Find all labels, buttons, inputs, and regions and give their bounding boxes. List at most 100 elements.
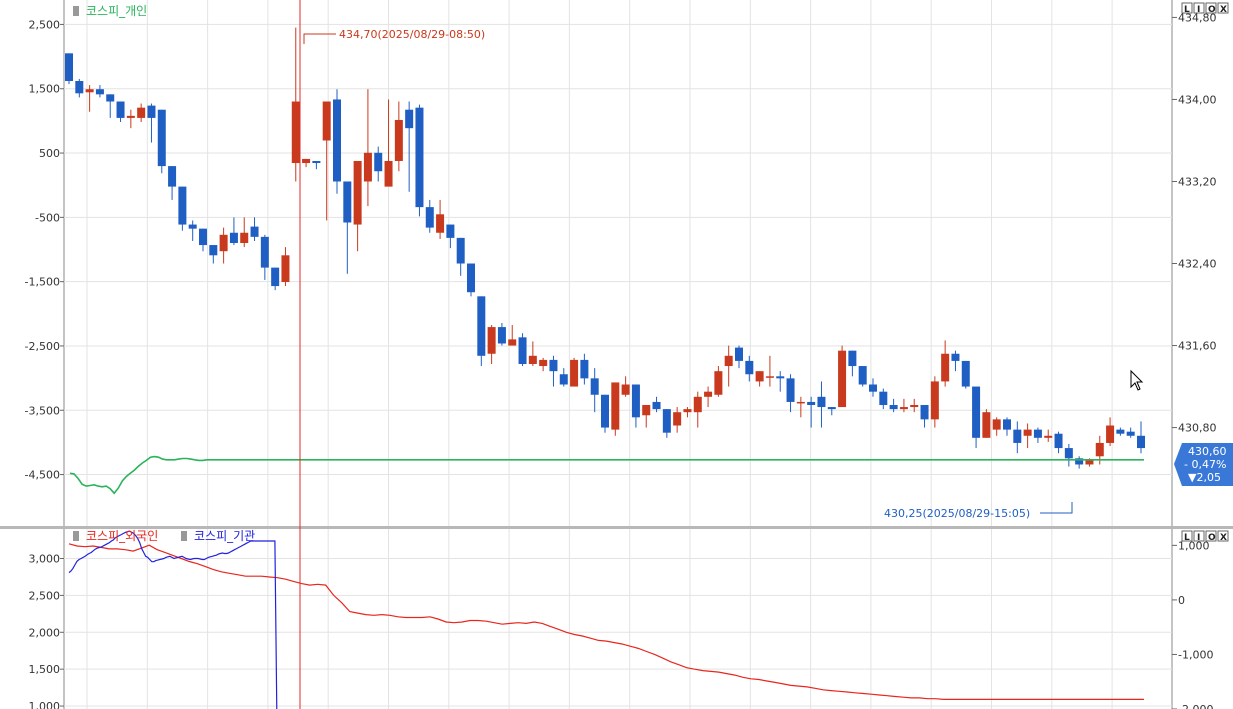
top-left-tick-label: -4,500 <box>25 469 60 482</box>
bottom-panel-button-o[interactable]: O <box>1205 530 1217 543</box>
top-left-tick-label: 2,500 <box>29 18 61 31</box>
top-right-tick-label: 430,80 <box>1178 422 1217 435</box>
top-legend: 코스피_개인 <box>73 4 147 18</box>
candle-body <box>1033 429 1042 438</box>
candle-body <box>497 327 506 344</box>
candle-body <box>549 359 558 372</box>
candle-body <box>209 245 218 256</box>
candle-body <box>580 359 589 379</box>
candle-body <box>322 101 331 141</box>
candle-body <box>714 371 723 395</box>
candle-body <box>384 160 393 187</box>
bottom-panel-buttons: L I O X <box>1181 530 1229 543</box>
candle-body <box>941 353 950 382</box>
legend-marker-foreign <box>73 531 79 541</box>
bottom-panel-close-button[interactable]: X <box>1217 530 1229 543</box>
candle-body <box>1044 435 1053 438</box>
bottom-left-tick-label: 1,500 <box>29 663 61 676</box>
candle-body <box>312 160 321 164</box>
candle-body <box>456 237 465 264</box>
legend-marker-institution <box>181 531 187 541</box>
candle-body <box>467 263 475 293</box>
candle-body <box>631 384 640 418</box>
max-annotation-label: 434,70(2025/08/29-08:50) <box>339 28 485 41</box>
candle-body <box>353 160 362 225</box>
line-series-individual <box>69 455 1144 495</box>
candle-body <box>776 376 785 379</box>
candle-body <box>415 107 424 208</box>
legend-label-foreign: 코스피_외국인 <box>86 529 158 543</box>
candle-body <box>827 407 836 410</box>
candle-body <box>920 405 929 420</box>
top-panel-button-o[interactable]: O <box>1205 2 1217 15</box>
candle-body <box>796 401 805 404</box>
candle-body <box>930 381 939 420</box>
candle-body <box>611 382 620 430</box>
top-left-tick-label: -3,500 <box>25 404 60 417</box>
top-panel-button-l[interactable]: L <box>1181 2 1193 15</box>
bottom-panel-button-l[interactable]: L <box>1181 530 1193 543</box>
current-price-tag: 430,60 - 0,47% ▼2,05 <box>1174 443 1233 486</box>
legend-marker-individual <box>73 6 79 16</box>
candle-body <box>436 214 445 233</box>
top-panel-close-button[interactable]: X <box>1217 2 1229 15</box>
candle-body <box>889 405 898 410</box>
candle-body <box>229 232 238 244</box>
line-series-foreign <box>68 543 1144 700</box>
price-tag-change: ▼2,05 <box>1188 471 1221 484</box>
candle-body <box>621 384 630 395</box>
top-panel-button-l-label: L <box>1184 5 1190 15</box>
candle-body <box>838 350 847 408</box>
top-right-tick-label: 432,40 <box>1178 258 1217 271</box>
candle-body <box>879 391 888 406</box>
candle-body <box>570 359 579 387</box>
bottom-right-tick-label: 0 <box>1178 594 1185 607</box>
top-left-tick-label: -1,500 <box>25 276 60 289</box>
legend-label-institution: 코스피_기관 <box>194 529 255 543</box>
candle-body <box>559 374 568 385</box>
candle-body <box>1116 429 1125 434</box>
candle-body <box>972 386 981 438</box>
candle-body <box>116 101 125 118</box>
bottom-panel-button-o-label: O <box>1208 533 1216 543</box>
top-left-tick-label: 500 <box>39 147 60 160</box>
candle-body <box>704 391 713 397</box>
candle-body <box>302 158 311 164</box>
candle-body <box>601 394 609 428</box>
line-series-institution <box>68 530 278 709</box>
candle-body <box>745 360 754 375</box>
max-annotation-leader <box>303 33 336 44</box>
candle-body <box>910 405 919 408</box>
candle-body <box>786 378 795 402</box>
candle-body <box>1013 429 1022 443</box>
top-right-tick-label: 433,20 <box>1178 175 1217 188</box>
top-panel-buttons: L I O X <box>1181 2 1229 15</box>
top-left-tick-label: -2,500 <box>25 340 60 353</box>
bottom-left-tick-label: 3,000 <box>29 553 61 566</box>
bottom-right-tick-label: 1,000 <box>1178 539 1210 552</box>
candle-body <box>85 89 94 93</box>
candle-body <box>487 327 496 354</box>
bottom-left-tick-label: 1,000 <box>29 700 61 709</box>
candle-body <box>126 115 135 118</box>
candle-body <box>992 419 1001 430</box>
min-price-annotation: 430,25(2025/08/29-15:05) <box>884 502 1073 520</box>
top-panel-button-o-label: O <box>1208 5 1216 15</box>
candle-body <box>1095 442 1104 457</box>
candle-body <box>642 405 651 416</box>
candle-body <box>1064 448 1073 459</box>
top-panel-button-i[interactable]: I <box>1193 2 1205 15</box>
top-left-axis-ticks: 2,500 1,500 500 -500 -1,500 -2,500 -3,500 -4,50… <box>25 18 64 482</box>
candle-body <box>157 109 166 167</box>
candle-body <box>683 409 692 413</box>
bottom-panel-button-i[interactable]: I <box>1193 530 1205 543</box>
bottom-right-tick-label: -1,000 <box>1178 648 1213 661</box>
candle-body <box>271 267 280 287</box>
top-panel-close-icon: X <box>1220 5 1227 15</box>
candle-body <box>260 236 269 268</box>
candle-body <box>590 378 599 395</box>
mouse-pointer-icon <box>1130 369 1144 391</box>
candle-body <box>363 152 372 182</box>
panel-divider[interactable] <box>0 526 1233 529</box>
